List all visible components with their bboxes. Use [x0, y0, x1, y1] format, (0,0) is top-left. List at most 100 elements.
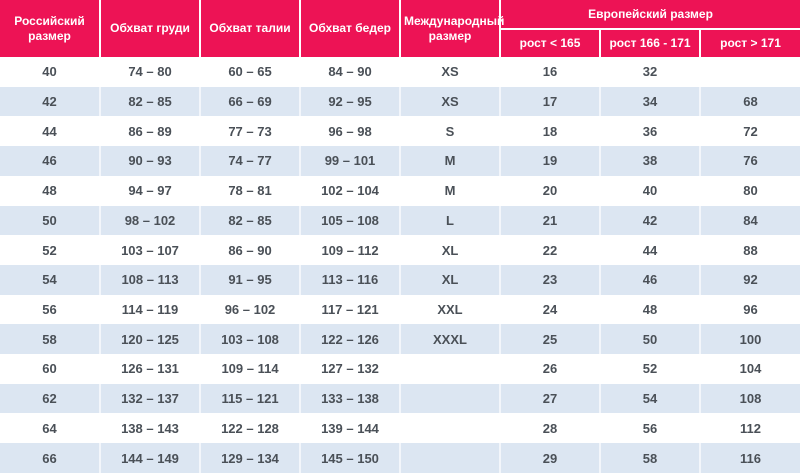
- table-cell: 139 – 144: [299, 413, 400, 444]
- table-cell: 58: [0, 324, 100, 355]
- table-cell: 66: [0, 443, 100, 473]
- table-cell: 126 – 131: [99, 354, 200, 384]
- table-cell: 23: [499, 264, 600, 295]
- table-row: 46 90 – 93 74 – 77 99 – 101 M 19 38 76: [0, 146, 800, 176]
- table-cell: 50: [599, 324, 700, 355]
- table-cell: 56: [0, 294, 100, 325]
- table-cell: [399, 354, 500, 384]
- table-cell: 32: [599, 57, 700, 87]
- table-cell: 105 – 108: [299, 205, 400, 236]
- table-cell: 66 – 69: [199, 86, 300, 117]
- table-cell: 36: [599, 116, 700, 147]
- table-row: 52 103 – 107 86 – 90 109 – 112 XL 22 44 88: [0, 235, 800, 265]
- table-cell: S: [399, 116, 500, 147]
- table-cell: 109 – 112: [299, 235, 400, 265]
- table-row: 64 138 – 143 122 – 128 139 – 144 28 56 112: [0, 413, 800, 444]
- table-row: 58 120 – 125 103 – 108 122 – 126 XXXL 25 50 100: [0, 324, 800, 355]
- table-cell: 84: [699, 205, 800, 236]
- table-cell: 54: [0, 264, 100, 295]
- table-cell: 88: [699, 235, 800, 265]
- table-cell: 76: [699, 146, 800, 176]
- table-cell: 26: [499, 354, 600, 384]
- table-cell: 78 – 81: [199, 175, 300, 206]
- col-header-height-over-171: рост > 171: [699, 28, 800, 57]
- table-cell: L: [399, 205, 500, 236]
- table-cell: 96: [699, 294, 800, 325]
- table-cell: 17: [499, 86, 600, 117]
- table-cell: 24: [499, 294, 600, 325]
- table-cell: 42: [599, 205, 700, 236]
- table-cell: XXL: [399, 294, 500, 325]
- table-cell: 68: [699, 86, 800, 117]
- table-cell: 113 – 116: [299, 264, 400, 295]
- table-cell: 86 – 90: [199, 235, 300, 265]
- table-row: 56 114 – 119 96 – 102 117 – 121 XXL 24 48 96: [0, 294, 800, 325]
- table-cell: 22: [499, 235, 600, 265]
- table-cell: 115 – 121: [199, 383, 300, 414]
- table-cell: 114 – 119: [99, 294, 200, 325]
- table-cell: 94 – 97: [99, 175, 200, 206]
- table-cell: 42: [0, 86, 100, 117]
- table-row: 66 144 – 149 129 – 134 145 – 150 29 58 116: [0, 443, 800, 473]
- table-cell: 120 – 125: [99, 324, 200, 355]
- table-cell: 98 – 102: [99, 205, 200, 236]
- table-cell: 40: [599, 175, 700, 206]
- table-cell: 19: [499, 146, 600, 176]
- table-cell: 145 – 150: [299, 443, 400, 473]
- table-cell: 60 – 65: [199, 57, 300, 87]
- table-cell: 38: [599, 146, 700, 176]
- table-cell: 74 – 77: [199, 146, 300, 176]
- table-cell: M: [399, 146, 500, 176]
- table-cell: 29: [499, 443, 600, 473]
- table-cell: 60: [0, 354, 100, 384]
- col-header-chest: Обхват груди: [99, 0, 200, 57]
- table-cell: [399, 443, 500, 473]
- table-cell: 103 – 107: [99, 235, 200, 265]
- table-row: 44 86 – 89 77 – 73 96 – 98 S 18 36 72: [0, 116, 800, 147]
- table-cell: 132 – 137: [99, 383, 200, 414]
- col-header-russian-size: Российский размер: [0, 0, 100, 57]
- col-header-waist: Обхват талии: [199, 0, 300, 57]
- table-cell: 44: [599, 235, 700, 265]
- table-cell: 108: [699, 383, 800, 414]
- table-cell: 122 – 128: [199, 413, 300, 444]
- table-cell: [699, 57, 800, 87]
- table-row: 40 74 – 80 60 – 65 84 – 90 XS 16 32: [0, 57, 800, 87]
- header-row-main: Российский размер Обхват груди Обхват та…: [0, 0, 800, 57]
- table-cell: 116: [699, 443, 800, 473]
- table-row: 62 132 – 137 115 – 121 133 – 138 27 54 108: [0, 383, 800, 414]
- table-cell: 44: [0, 116, 100, 147]
- table-cell: 48: [0, 175, 100, 206]
- table-cell: 18: [499, 116, 600, 147]
- table-cell: 96 – 98: [299, 116, 400, 147]
- table-cell: 46: [599, 264, 700, 295]
- table-cell: 138 – 143: [99, 413, 200, 444]
- table-cell: 16: [499, 57, 600, 87]
- table-cell: 50: [0, 205, 100, 236]
- table-cell: 109 – 114: [199, 354, 300, 384]
- table-cell: XS: [399, 57, 500, 87]
- table-cell: 82 – 85: [199, 205, 300, 236]
- table-cell: 58: [599, 443, 700, 473]
- table-body: 40 74 – 80 60 – 65 84 – 90 XS 16 32 42 82 – 85 66…: [0, 57, 800, 473]
- table-cell: 62: [0, 383, 100, 414]
- table-cell: 72: [699, 116, 800, 147]
- table-cell: 52: [599, 354, 700, 384]
- table-cell: 21: [499, 205, 600, 236]
- table-cell: 84 – 90: [299, 57, 400, 87]
- table-cell: 103 – 108: [199, 324, 300, 355]
- table-row: 48 94 – 97 78 – 81 102 – 104 M 20 40 80: [0, 175, 800, 206]
- table-cell: 100: [699, 324, 800, 355]
- col-header-hips: Обхват бедер: [299, 0, 400, 57]
- table-cell: 82 – 85: [99, 86, 200, 117]
- table-cell: 48: [599, 294, 700, 325]
- table-row: 50 98 – 102 82 – 85 105 – 108 L 21 42 84: [0, 205, 800, 236]
- col-header-international-size: Международный размер: [399, 0, 504, 57]
- table-cell: 40: [0, 57, 100, 87]
- table-cell: [399, 383, 500, 414]
- table-cell: 20: [499, 175, 600, 206]
- table-cell: 102 – 104: [299, 175, 400, 206]
- table-cell: 54: [599, 383, 700, 414]
- table-cell: 129 – 134: [199, 443, 300, 473]
